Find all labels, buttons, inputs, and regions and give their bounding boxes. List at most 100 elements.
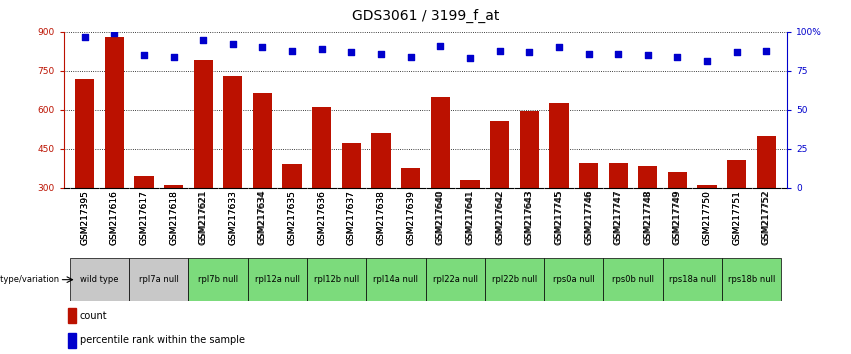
- Bar: [68, 333, 76, 348]
- Text: rps0a null: rps0a null: [553, 275, 595, 284]
- Text: GSM217635: GSM217635: [288, 190, 297, 245]
- Bar: [68, 308, 76, 323]
- Point: [404, 54, 418, 59]
- Text: GSM217637: GSM217637: [347, 190, 356, 245]
- Text: rps18b null: rps18b null: [728, 275, 775, 284]
- Bar: [638, 166, 658, 266]
- Text: rpl7b null: rpl7b null: [198, 275, 238, 284]
- Text: GSM217617: GSM217617: [140, 190, 148, 245]
- Point: [107, 30, 121, 36]
- Text: rpl12b null: rpl12b null: [314, 275, 359, 284]
- Text: percentile rank within the sample: percentile rank within the sample: [80, 335, 245, 345]
- FancyBboxPatch shape: [426, 258, 485, 301]
- Point: [671, 54, 684, 59]
- Bar: [520, 111, 539, 266]
- Bar: [460, 180, 480, 266]
- Text: rpl14a null: rpl14a null: [374, 275, 419, 284]
- Text: rps0b null: rps0b null: [612, 275, 654, 284]
- FancyBboxPatch shape: [248, 258, 307, 301]
- Point: [315, 46, 328, 52]
- Text: GSM217633: GSM217633: [228, 190, 237, 245]
- Point: [493, 48, 506, 53]
- FancyBboxPatch shape: [603, 258, 663, 301]
- Bar: [312, 107, 331, 266]
- Text: GSM217638: GSM217638: [376, 190, 386, 245]
- FancyBboxPatch shape: [366, 258, 426, 301]
- Text: rpl7a null: rpl7a null: [139, 275, 179, 284]
- Point: [137, 52, 151, 58]
- Text: GSM217747: GSM217747: [614, 190, 623, 245]
- FancyBboxPatch shape: [129, 258, 188, 301]
- Text: GSM217748: GSM217748: [643, 190, 653, 245]
- Bar: [490, 121, 509, 266]
- Bar: [193, 61, 213, 266]
- FancyBboxPatch shape: [485, 258, 544, 301]
- Bar: [579, 163, 598, 266]
- Text: rps18a null: rps18a null: [669, 275, 716, 284]
- Point: [641, 52, 654, 58]
- Point: [285, 48, 299, 53]
- Point: [77, 34, 91, 39]
- Bar: [105, 37, 124, 266]
- Point: [374, 51, 388, 57]
- FancyBboxPatch shape: [663, 258, 722, 301]
- Bar: [401, 168, 420, 266]
- FancyBboxPatch shape: [722, 258, 781, 301]
- Point: [197, 37, 210, 42]
- Bar: [727, 160, 746, 266]
- Text: GSM217750: GSM217750: [703, 190, 711, 245]
- Bar: [698, 185, 717, 266]
- Point: [226, 41, 240, 47]
- Text: count: count: [80, 311, 107, 321]
- Text: rpl22a null: rpl22a null: [432, 275, 477, 284]
- Point: [433, 43, 447, 49]
- Text: GSM217640: GSM217640: [436, 190, 445, 245]
- Bar: [223, 76, 243, 266]
- Point: [523, 49, 536, 55]
- Text: GSM217618: GSM217618: [169, 190, 178, 245]
- Point: [463, 56, 477, 61]
- Point: [552, 45, 566, 50]
- Bar: [75, 79, 94, 266]
- Point: [255, 45, 269, 50]
- Bar: [134, 176, 153, 266]
- FancyBboxPatch shape: [544, 258, 603, 301]
- Text: wild type: wild type: [80, 275, 118, 284]
- Text: rpl22b null: rpl22b null: [492, 275, 537, 284]
- Text: GDS3061 / 3199_f_at: GDS3061 / 3199_f_at: [351, 9, 500, 23]
- Point: [760, 48, 774, 53]
- Bar: [253, 93, 272, 266]
- Bar: [164, 185, 183, 266]
- Bar: [608, 163, 628, 266]
- Point: [700, 59, 714, 64]
- Text: GSM217621: GSM217621: [198, 190, 208, 245]
- Point: [730, 49, 744, 55]
- Text: genotype/variation: genotype/variation: [0, 275, 60, 284]
- Bar: [668, 172, 687, 266]
- Point: [582, 51, 596, 57]
- Bar: [371, 133, 391, 266]
- Bar: [431, 97, 450, 266]
- Bar: [549, 103, 568, 266]
- Point: [167, 54, 180, 59]
- FancyBboxPatch shape: [307, 258, 366, 301]
- Text: GSM217749: GSM217749: [673, 190, 682, 245]
- Text: GSM217643: GSM217643: [525, 190, 534, 245]
- Bar: [342, 143, 361, 266]
- Bar: [757, 136, 776, 266]
- Text: GSM217634: GSM217634: [258, 190, 267, 245]
- Text: GSM217636: GSM217636: [317, 190, 326, 245]
- Text: GSM217751: GSM217751: [732, 190, 741, 245]
- Text: GSM217642: GSM217642: [495, 190, 504, 244]
- Text: GSM217752: GSM217752: [762, 190, 771, 245]
- Text: GSM217745: GSM217745: [554, 190, 563, 245]
- Text: GSM217395: GSM217395: [80, 190, 89, 245]
- Text: GSM217746: GSM217746: [584, 190, 593, 245]
- Text: GSM217641: GSM217641: [465, 190, 475, 245]
- FancyBboxPatch shape: [70, 258, 129, 301]
- Text: rpl12a null: rpl12a null: [254, 275, 300, 284]
- Text: GSM217616: GSM217616: [110, 190, 119, 245]
- Point: [611, 51, 625, 57]
- Bar: [283, 164, 302, 266]
- Text: GSM217639: GSM217639: [406, 190, 415, 245]
